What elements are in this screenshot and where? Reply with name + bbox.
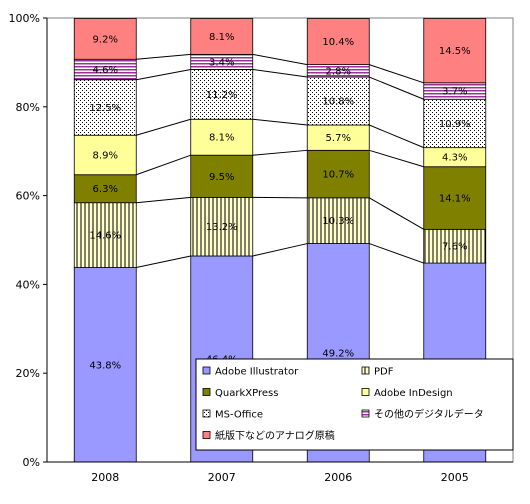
legend-swatch-adobe-illustrator bbox=[203, 367, 210, 374]
x-tick-label-2005: 2005 bbox=[441, 471, 469, 484]
data-label-pdf-2008: 14.6% bbox=[89, 231, 121, 242]
data-label-series-5-2008: 4.6% bbox=[93, 65, 118, 76]
data-label-series-6-2006: 10.4% bbox=[322, 37, 354, 48]
data-label-ms-office-2006: 10.8% bbox=[322, 97, 354, 108]
data-label-ms-office-2008: 12.5% bbox=[89, 103, 121, 114]
data-label-series-5-2006: 2.8% bbox=[326, 66, 351, 77]
y-tick-label-3: 60% bbox=[16, 190, 40, 203]
legend-label-series-6: 紙版下などのアナログ原稿 bbox=[215, 429, 335, 442]
data-label-pdf-2005: 7.6% bbox=[442, 242, 467, 253]
y-tick-label-5: 100% bbox=[9, 12, 40, 25]
data-label-series-6-2005: 14.5% bbox=[439, 46, 471, 57]
y-tick-label-2: 40% bbox=[16, 278, 40, 291]
legend-swatch-series-6 bbox=[203, 432, 210, 439]
data-label-quarkxpress-2007: 9.5% bbox=[209, 172, 234, 183]
data-label-quarkxpress-2006: 10.7% bbox=[322, 170, 354, 181]
legend-swatch-series-5 bbox=[362, 410, 369, 417]
data-label-quarkxpress-2005: 14.1% bbox=[439, 194, 471, 205]
legend-label-quarkxpress: QuarkXPress bbox=[215, 388, 278, 399]
data-label-ms-office-2007: 11.2% bbox=[206, 90, 238, 101]
legend-swatch-pdf bbox=[362, 367, 369, 374]
data-label-adobe-illustrator-2008: 43.8% bbox=[89, 360, 121, 371]
x-tick-label-2007: 2007 bbox=[208, 471, 236, 484]
data-label-series-5-2005: 3.7% bbox=[442, 87, 467, 98]
y-tick-label-0: 0% bbox=[23, 456, 40, 469]
legend-swatch-adobe-indesign bbox=[362, 389, 369, 396]
data-label-adobe-indesign-2005: 4.3% bbox=[442, 153, 467, 164]
legend-label-pdf: PDF bbox=[374, 367, 394, 378]
data-label-adobe-illustrator-2006: 49.2% bbox=[322, 348, 354, 359]
y-tick-label-1: 20% bbox=[16, 367, 40, 380]
legend-label-series-5: その他のデジタルデータ bbox=[374, 408, 484, 421]
data-label-adobe-indesign-2006: 5.7% bbox=[326, 133, 351, 144]
legend-label-ms-office: MS-Office bbox=[215, 410, 263, 421]
data-label-quarkxpress-2008: 6.3% bbox=[93, 184, 118, 195]
data-label-series-6-2008: 9.2% bbox=[93, 34, 118, 45]
data-label-pdf-2007: 13.2% bbox=[206, 222, 238, 233]
data-label-pdf-2006: 10.3% bbox=[322, 216, 354, 227]
data-label-series-5-2007: 3.4% bbox=[209, 57, 234, 68]
data-label-series-6-2007: 8.1% bbox=[209, 32, 234, 43]
x-tick-label-2008: 2008 bbox=[91, 471, 119, 484]
data-label-adobe-indesign-2008: 8.9% bbox=[93, 150, 118, 161]
x-tick-label-2006: 2006 bbox=[324, 471, 352, 484]
legend-swatch-ms-office bbox=[203, 410, 210, 417]
data-label-ms-office-2005: 10.9% bbox=[439, 119, 471, 130]
legend-swatch-quarkxpress bbox=[203, 389, 210, 396]
y-tick-label-4: 80% bbox=[16, 101, 40, 114]
data-label-adobe-indesign-2007: 8.1% bbox=[209, 133, 234, 144]
legend-label-adobe-indesign: Adobe InDesign bbox=[374, 388, 453, 399]
legend-label-adobe-illustrator: Adobe Illustrator bbox=[215, 367, 299, 378]
